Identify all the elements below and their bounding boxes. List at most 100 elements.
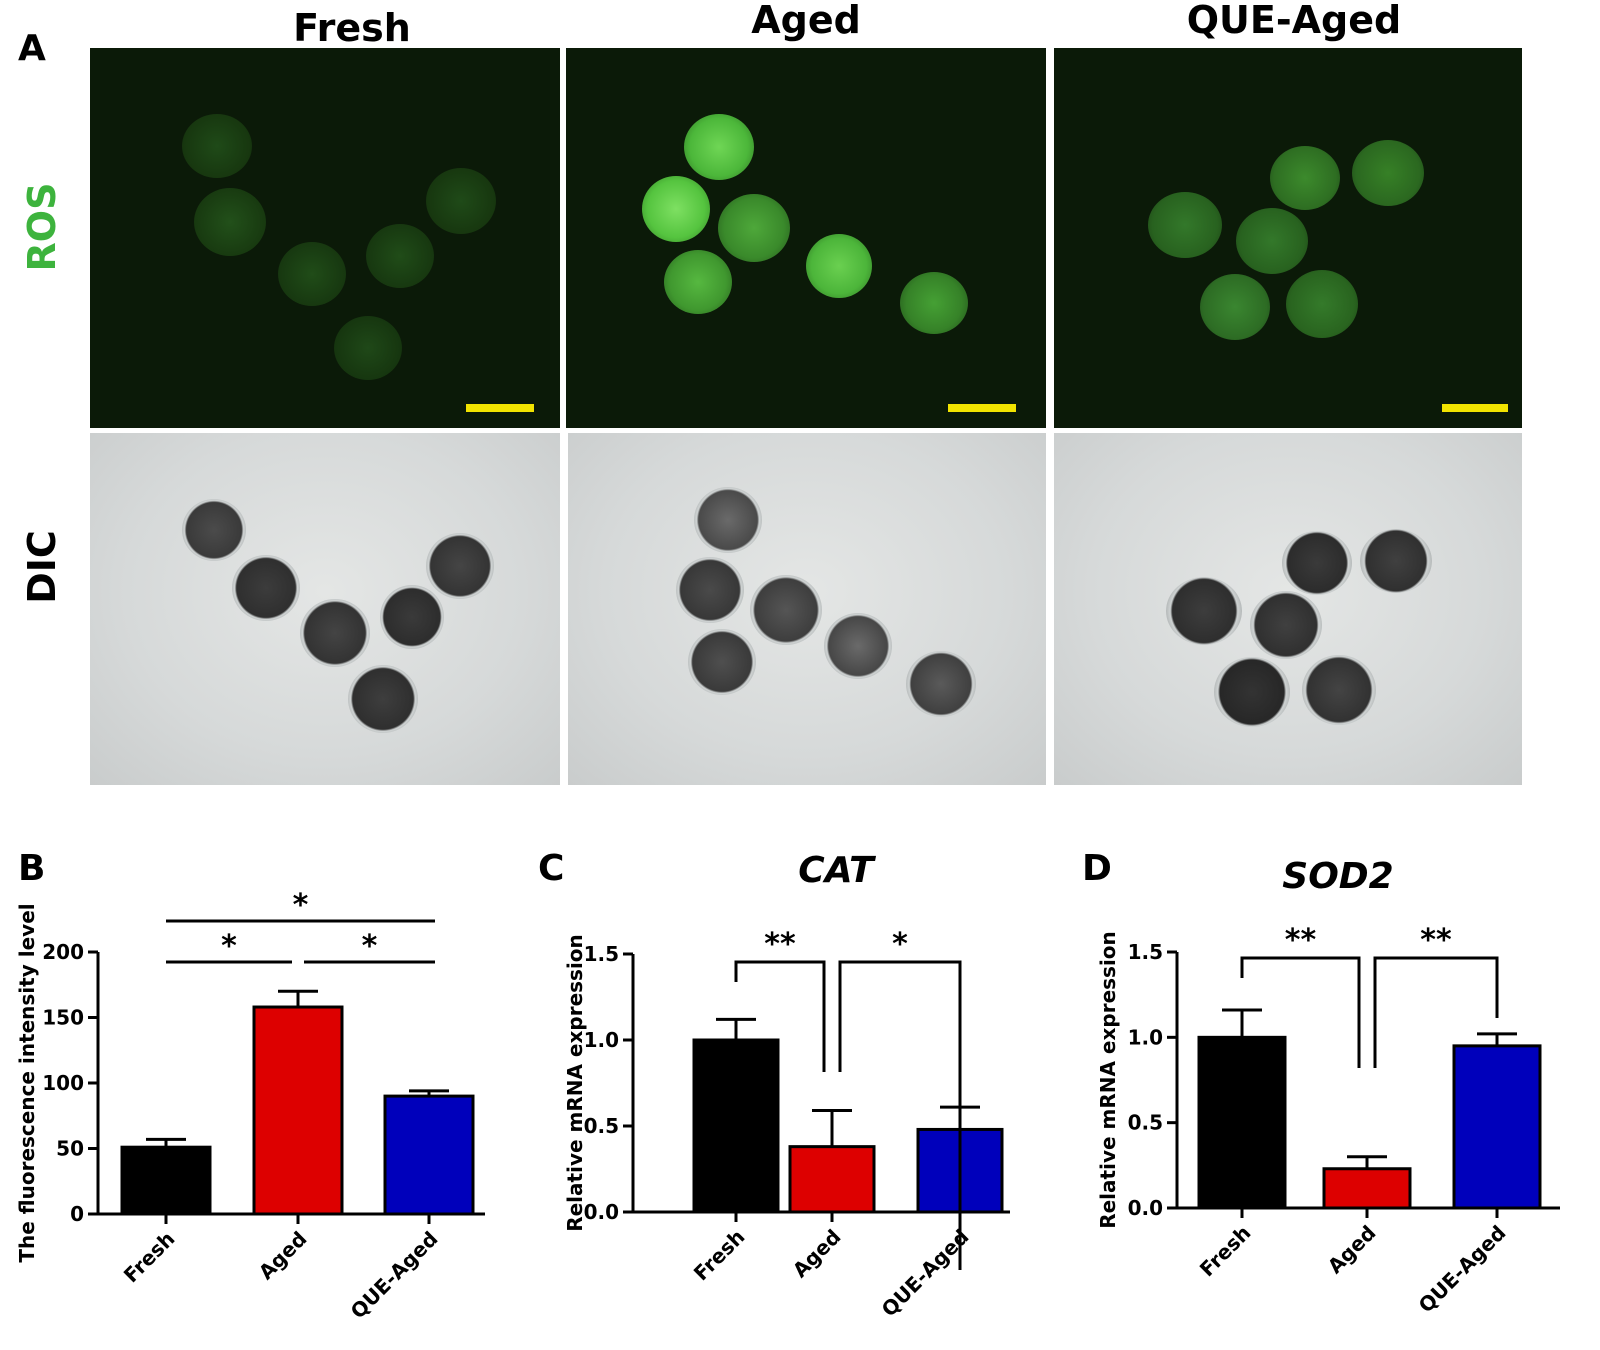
y-tick-label: 0 [70, 1202, 84, 1226]
significance-label: * [362, 929, 378, 964]
x-tick-label: Aged [254, 1227, 312, 1285]
oocyte [1166, 577, 1242, 645]
oocyte [194, 188, 266, 256]
column-title-fresh: Fresh [293, 6, 411, 50]
significance-label: * [293, 888, 309, 923]
y-axis-label: The fluorescence intensity level [15, 903, 39, 1262]
oocyte [1250, 591, 1322, 659]
y-tick-label: 0.0 [584, 1200, 619, 1224]
oocyte [348, 665, 418, 733]
y-tick-label: 100 [42, 1071, 84, 1095]
oocyte [300, 599, 370, 667]
oocyte [380, 585, 444, 649]
ros-image-que-aged [1054, 48, 1522, 428]
x-tick-label: Fresh [119, 1227, 180, 1288]
bar-aged [252, 1005, 344, 1216]
oocyte [232, 555, 300, 621]
oocyte [1236, 208, 1308, 274]
chart-title: SOD2 [1282, 856, 1393, 897]
oocyte [1214, 657, 1290, 727]
significance-bracket [1240, 956, 1361, 1068]
oocyte [1270, 146, 1340, 210]
significance-bracket [1373, 956, 1499, 1068]
column-title-que-aged: QUE-Aged [1186, 0, 1402, 42]
panel-label-b: B [18, 848, 46, 889]
bar-que-aged [1452, 1044, 1542, 1210]
row-label-ros: ROS [20, 182, 64, 272]
oocyte [806, 234, 872, 298]
y-tick-label: 150 [42, 1006, 84, 1030]
scale-bar [466, 404, 534, 412]
oocyte [676, 557, 744, 623]
scale-bar [948, 404, 1016, 412]
y-tick-label: 50 [56, 1137, 84, 1161]
ros-image-fresh [90, 48, 560, 428]
y-tick-label: 200 [42, 940, 84, 964]
oocyte [426, 168, 496, 234]
oocyte [278, 242, 346, 306]
oocyte [664, 250, 732, 314]
row-label-dic: DIC [20, 530, 64, 604]
significance-label: ** [764, 927, 796, 962]
y-axis-label: Relative mRNA expression [1096, 931, 1120, 1229]
y-tick-label: 0.5 [584, 1114, 619, 1138]
x-tick-label: QUE-Aged [1414, 1221, 1511, 1318]
y-tick-label: 1.0 [584, 1028, 619, 1052]
oocyte [182, 114, 252, 178]
x-tick-label: QUE-Aged [346, 1227, 443, 1324]
x-tick-label: Aged [788, 1225, 846, 1283]
oocyte [750, 575, 822, 645]
column-title-aged: Aged [751, 0, 861, 42]
chart-title: CAT [798, 850, 876, 891]
oocyte [688, 629, 756, 695]
bar-que-aged [383, 1094, 475, 1216]
bar-aged [1322, 1167, 1412, 1210]
y-tick-label: 0.0 [1128, 1196, 1163, 1220]
panel-label-d: D [1082, 848, 1112, 889]
oocyte [366, 224, 434, 288]
x-tick-label: Fresh [1195, 1221, 1256, 1282]
bar-aged [788, 1145, 876, 1214]
oocyte [906, 651, 976, 717]
y-axis-label: Relative mRNA expression [563, 934, 587, 1232]
bar-fresh [692, 1038, 780, 1214]
oocyte [1148, 192, 1222, 258]
significance-label: * [221, 929, 237, 964]
y-tick-label: 0.5 [1128, 1111, 1163, 1135]
oocyte [694, 487, 762, 553]
significance-label: ** [1285, 923, 1317, 958]
y-tick-label: 1.5 [1128, 940, 1163, 964]
dic-image-fresh [90, 433, 560, 785]
oocyte [1360, 529, 1432, 593]
y-tick-label: 1.5 [584, 942, 619, 966]
scale-bar [1442, 404, 1508, 412]
oocyte [718, 194, 790, 262]
significance-label: * [892, 927, 908, 962]
oocyte [1200, 274, 1270, 340]
significance-bracket [838, 960, 962, 1270]
oocyte [334, 316, 402, 380]
x-tick-label: Aged [1323, 1221, 1381, 1279]
oocyte [182, 499, 246, 561]
oocyte [1352, 140, 1424, 206]
dic-image-aged [568, 433, 1046, 785]
bar-fresh [120, 1145, 212, 1216]
oocyte [642, 176, 710, 242]
oocyte [824, 613, 892, 679]
ros-image-aged [566, 48, 1046, 428]
oocyte [684, 114, 754, 180]
oocyte [1286, 270, 1358, 338]
significance-bracket [734, 960, 826, 1072]
dic-image-que-aged [1054, 433, 1522, 785]
oocyte [900, 272, 968, 334]
oocyte [1302, 655, 1376, 725]
oocyte [426, 533, 494, 599]
bar-fresh [1197, 1035, 1287, 1210]
significance-label: ** [1420, 923, 1452, 958]
panel-label-c: C [538, 848, 565, 889]
chart-d-sod2: SOD2 0.0 0.5 1.0 1.5 Relative mRNA expression… [1096, 856, 1560, 1318]
oocyte [1282, 531, 1352, 595]
y-tick-label: 1.0 [1128, 1025, 1163, 1049]
